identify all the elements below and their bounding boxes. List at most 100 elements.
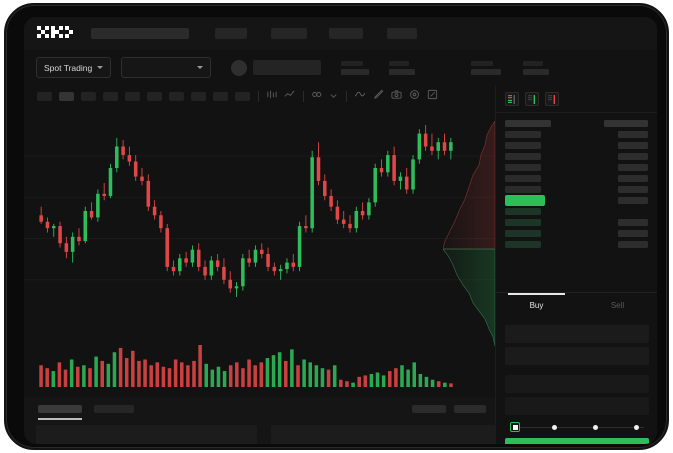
market-type-label: Spot Trading <box>44 62 93 73</box>
timeframe-button-3[interactable] <box>81 91 96 101</box>
stat-value <box>389 68 416 75</box>
last-price-display <box>253 60 322 75</box>
ask-size <box>618 164 648 171</box>
orderbook-size-header <box>604 120 648 127</box>
bottom-action-1[interactable] <box>412 405 446 413</box>
tab-buy-label: Buy <box>529 301 544 310</box>
ask-price <box>505 142 541 149</box>
nav-item-3[interactable] <box>329 28 363 39</box>
bid-size <box>618 230 648 237</box>
slider-stop-1[interactable] <box>552 424 557 430</box>
trend-line-icon[interactable] <box>354 87 366 105</box>
bottom-action-2[interactable] <box>454 405 486 413</box>
market-depth-overlay <box>443 121 495 346</box>
toolbar-divider <box>303 90 304 102</box>
stat-value <box>523 68 550 75</box>
market-stat-3 <box>471 60 502 75</box>
market-type-dropdown[interactable]: Spot Trading <box>36 57 112 78</box>
pencil-icon[interactable] <box>373 87 384 105</box>
stat-label <box>341 60 364 66</box>
orderbook-ask-row[interactable] <box>496 173 657 184</box>
bid-price <box>505 219 541 226</box>
timeframe-button-4[interactable] <box>103 91 118 101</box>
slider-stop-2[interactable] <box>593 424 598 430</box>
order-available-row <box>505 397 649 415</box>
bid-size <box>618 241 648 248</box>
orderbook-header-row <box>496 118 657 129</box>
nav-item-4[interactable] <box>387 28 417 39</box>
orderbook-last-price-row <box>496 195 657 206</box>
trading-pair-select[interactable] <box>121 57 212 78</box>
bid-price <box>505 230 541 237</box>
bottom-tab-open-orders[interactable] <box>38 405 82 413</box>
timeframe-button-2[interactable] <box>59 91 74 101</box>
candlestick-chart-svg <box>24 125 495 387</box>
chevron-down-icon[interactable] <box>329 87 338 105</box>
okx-logo[interactable] <box>37 25 73 43</box>
price-chart[interactable] <box>24 107 495 397</box>
ask-size <box>618 186 648 193</box>
chevron-down-icon <box>197 66 204 69</box>
search-input[interactable] <box>91 28 189 39</box>
active-tab-indicator <box>38 418 82 420</box>
orderbook-ask-row[interactable] <box>496 140 657 151</box>
orderbook-bid-row[interactable] <box>496 217 657 228</box>
orderbook-ask-row[interactable] <box>496 184 657 195</box>
ask-price <box>505 186 541 193</box>
tab-buy[interactable]: Buy <box>496 293 577 318</box>
orderbook-ask-row[interactable] <box>496 162 657 173</box>
top-navigation-bar <box>24 17 657 50</box>
stat-value <box>471 68 502 75</box>
place-buy-order-button[interactable] <box>505 438 649 444</box>
nav-item-2[interactable] <box>271 28 307 39</box>
market-stat-1 <box>341 60 370 75</box>
settings-gear-icon[interactable] <box>409 87 420 105</box>
last-price-size <box>618 197 648 204</box>
orderbook-mode-asks-icon[interactable] <box>545 92 559 106</box>
buy-sell-tabs: Buy Sell <box>496 292 657 318</box>
slider-stop-3[interactable] <box>634 424 639 430</box>
orderbook-bid-row[interactable] <box>496 228 657 239</box>
stat-label <box>471 60 494 66</box>
orderbook-bid-row[interactable] <box>496 239 657 250</box>
orderbook-ask-row[interactable] <box>496 151 657 162</box>
market-subtoolbar: Spot Trading <box>24 50 657 85</box>
order-price-input[interactable] <box>505 325 649 343</box>
orderbook-bid-row[interactable] <box>496 206 657 217</box>
line-chart-icon[interactable] <box>284 87 295 105</box>
chevron-down-icon <box>97 66 104 69</box>
market-stat-2 <box>389 60 416 75</box>
nav-item-1[interactable] <box>215 28 247 39</box>
orders-table-left <box>36 425 257 444</box>
timeframe-button-7[interactable] <box>169 91 184 101</box>
orderbook-mode-both-icon[interactable] <box>505 92 519 106</box>
ask-size <box>618 175 648 182</box>
camera-icon[interactable] <box>391 87 402 105</box>
fullscreen-icon[interactable] <box>427 87 438 105</box>
ask-size <box>618 153 648 160</box>
pair-coin-icon <box>231 59 248 76</box>
ask-price <box>505 164 541 171</box>
timeframe-button-10[interactable] <box>235 91 250 101</box>
order-amount-input[interactable] <box>505 347 649 365</box>
orderbook-rows <box>496 116 657 250</box>
tab-sell[interactable]: Sell <box>577 293 657 318</box>
timeframe-button-8[interactable] <box>191 91 206 101</box>
timeframe-button-5[interactable] <box>125 91 140 101</box>
candlestick-chart-icon[interactable] <box>266 87 277 105</box>
orderbook-mode-bids-icon[interactable] <box>525 92 539 106</box>
toolbar-divider <box>346 90 347 102</box>
chart-toolbar <box>24 85 495 107</box>
indicators-icon[interactable] <box>311 87 322 105</box>
timeframe-button-6[interactable] <box>147 91 162 101</box>
bid-size <box>618 219 648 226</box>
bid-price <box>505 241 541 248</box>
orderbook-ask-row[interactable] <box>496 129 657 140</box>
timeframe-button-1[interactable] <box>37 91 52 101</box>
toolbar-divider <box>258 90 259 102</box>
slider-handle[interactable] <box>510 422 520 432</box>
bottom-tab-order-history[interactable] <box>94 405 134 413</box>
order-amount-slider[interactable] <box>510 422 644 432</box>
timeframe-button-9[interactable] <box>213 91 228 101</box>
